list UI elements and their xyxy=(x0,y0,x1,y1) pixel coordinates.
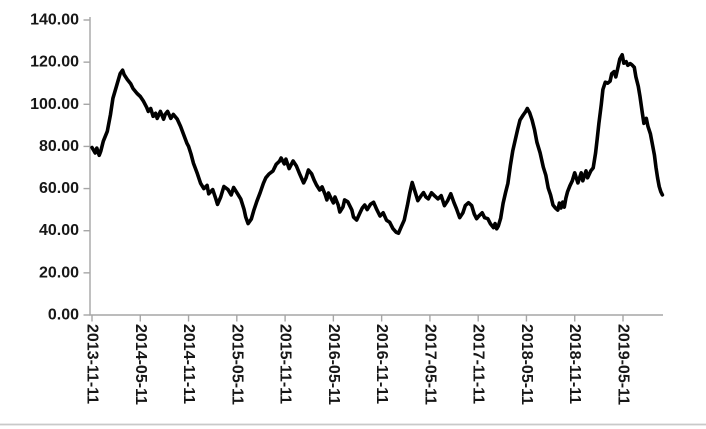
y-axis-label: 120.00 xyxy=(30,54,79,71)
x-axis-date-label: 2014-05-11 xyxy=(132,324,149,405)
x-axis-date-label: 2018-05-11 xyxy=(518,324,535,405)
x-axis-date-label: 2018-11-11 xyxy=(566,324,583,404)
x-axis-date-label: 2016-05-11 xyxy=(325,324,342,405)
y-axis-label: 60.00 xyxy=(39,180,79,197)
x-axis-date-label: 2015-11-11 xyxy=(277,324,294,404)
y-axis-label: 20.00 xyxy=(39,264,79,281)
x-axis-date-label: 2017-05-11 xyxy=(421,324,438,405)
y-axis-label: 40.00 xyxy=(39,222,79,239)
x-axis-date-label: 2014-11-11 xyxy=(180,324,197,404)
x-axis-date-label: 2016-11-11 xyxy=(373,324,390,404)
x-axis-date-label: 2019-05-11 xyxy=(615,324,632,405)
x-axis-date-label: 2013-11-11 xyxy=(84,324,101,404)
y-axis-label: 80.00 xyxy=(39,138,79,155)
price-series-line xyxy=(90,52,665,235)
y-axis-label: 140.00 xyxy=(30,12,79,29)
x-axis-date-label: 2015-05-11 xyxy=(228,324,245,405)
y-axis-label: 0.00 xyxy=(48,307,79,324)
y-axis-label: 100.00 xyxy=(30,96,79,113)
x-axis-date-label: 2017-11-11 xyxy=(470,324,487,404)
